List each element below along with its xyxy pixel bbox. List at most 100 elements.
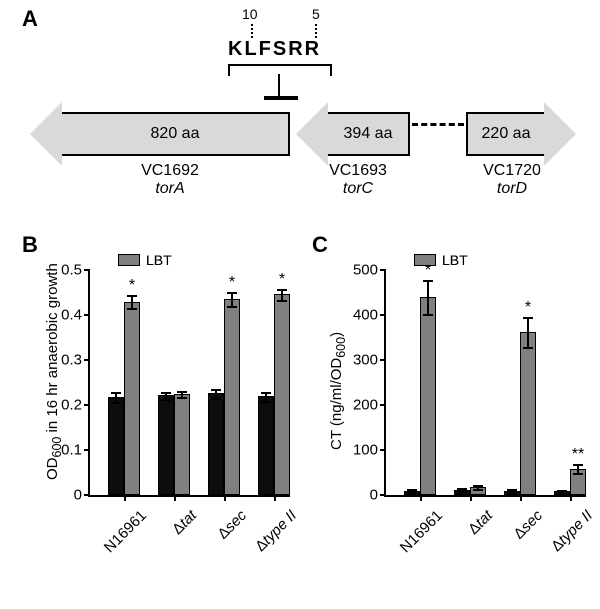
legend-label: LBT — [146, 252, 172, 268]
ytick — [380, 359, 386, 361]
error-cap — [277, 300, 287, 302]
gene-connector — [412, 123, 464, 126]
bar-LBT — [224, 299, 240, 495]
ytick-label: 0.2 — [61, 397, 82, 414]
legend-item: LBT — [118, 252, 172, 268]
gene-torC-id: VC1693 — [329, 162, 387, 179]
error-cap — [261, 401, 271, 403]
error-cap — [523, 347, 533, 349]
xtick — [420, 495, 422, 501]
error-cap — [407, 489, 417, 491]
chart-c-plot: 0100200300400500N16961ΔtatΔsecΔtype II**… — [384, 270, 586, 497]
bracket-drop — [278, 74, 280, 96]
bar-LB — [158, 395, 174, 495]
error-cap — [277, 289, 287, 291]
ytick-label: 400 — [353, 307, 378, 324]
panel-c-label: C — [312, 232, 328, 258]
error-cap — [473, 485, 483, 487]
chart-b: OD600 in 16 hr anaerobic growth 00.10.20… — [40, 250, 295, 590]
chart-b-plot: 00.10.20.30.40.5N16961ΔtatΔsecΔtype II**… — [88, 270, 290, 497]
tick-dots-left — [251, 24, 253, 38]
x-category-label: Δtat — [442, 507, 496, 561]
error-cap — [127, 308, 137, 310]
error-cap — [573, 464, 583, 466]
error-cap — [177, 397, 187, 399]
error-cap — [407, 492, 417, 494]
x-category-label: Δsec — [492, 507, 546, 561]
bar-LB — [108, 397, 124, 495]
ytick-label: 500 — [353, 262, 378, 279]
error-cap — [211, 398, 221, 400]
ytick-label: 0.4 — [61, 307, 82, 324]
panel-b-label: B — [22, 232, 38, 258]
ytick — [380, 494, 386, 496]
error-cap — [507, 492, 517, 494]
peptide-tick-5: 5 — [312, 6, 320, 22]
gene-torD-aa: 220 aa — [482, 125, 531, 143]
error-cap — [423, 314, 433, 316]
x-category-label: Δtype II — [246, 507, 300, 561]
peptide-bracket — [228, 64, 332, 76]
error-cap — [161, 392, 171, 394]
gene-torA: 820 aa — [30, 102, 290, 166]
error-bar — [231, 292, 233, 306]
ytick — [84, 404, 90, 406]
xtick — [224, 495, 226, 501]
error-cap — [211, 389, 221, 391]
error-bar — [427, 280, 429, 314]
error-cap — [573, 473, 583, 475]
significance-star: ** — [572, 446, 584, 464]
legend-swatch — [414, 254, 436, 266]
ytick — [84, 359, 90, 361]
significance-star: * — [525, 299, 531, 317]
error-cap — [161, 399, 171, 401]
ytick-label: 100 — [353, 442, 378, 459]
ytick-label: 0 — [74, 487, 82, 504]
xtick — [470, 495, 472, 501]
bar-LBT — [520, 332, 536, 495]
ytick — [84, 449, 90, 451]
significance-star: * — [129, 277, 135, 295]
ytick — [380, 404, 386, 406]
legend-label: LBT — [442, 252, 468, 268]
bar-LB — [208, 393, 224, 495]
ytick — [380, 269, 386, 271]
ytick — [380, 449, 386, 451]
error-bar — [527, 317, 529, 348]
ytick-label: 300 — [353, 352, 378, 369]
error-cap — [523, 317, 533, 319]
error-cap — [473, 489, 483, 491]
gene-torC-head — [296, 102, 328, 166]
error-cap — [227, 306, 237, 308]
significance-star: * — [279, 271, 285, 289]
xtick — [174, 495, 176, 501]
x-category-label: Δtat — [146, 507, 200, 561]
error-cap — [557, 493, 567, 495]
error-cap — [507, 489, 517, 491]
x-category-label: N16961 — [392, 507, 446, 561]
ytick — [380, 314, 386, 316]
error-cap — [457, 491, 467, 493]
ytick-label: 0.1 — [61, 442, 82, 459]
gene-torA-aa: 820 aa — [151, 125, 200, 143]
gene-torC-aa: 394 aa — [344, 125, 393, 143]
gene-torC-name: torC — [343, 180, 373, 197]
figure-root: A 10 5 KLFSRR 820 aa 394 aa — [0, 0, 600, 609]
ytick — [84, 494, 90, 496]
ytick-label: 200 — [353, 397, 378, 414]
gene-torC: 394 aa — [296, 102, 410, 166]
bar-LB — [258, 396, 274, 495]
x-category-label: Δtype II — [542, 507, 596, 561]
peptide-underline — [264, 96, 298, 100]
legend-item: LBT — [414, 252, 468, 268]
gene-torA-body: 820 aa — [62, 112, 290, 156]
gene-torD-head — [544, 102, 576, 166]
significance-star: * — [229, 274, 235, 292]
gene-torA-labels: VC1692 torA — [110, 162, 230, 198]
panel-a: 10 5 KLFSRR 820 aa 394 aa 220 aa — [30, 10, 570, 220]
error-cap — [227, 292, 237, 294]
xtick — [124, 495, 126, 501]
peptide-tick-10: 10 — [242, 6, 258, 22]
gene-torC-labels: VC1693 torC — [308, 162, 408, 198]
xtick — [520, 495, 522, 501]
